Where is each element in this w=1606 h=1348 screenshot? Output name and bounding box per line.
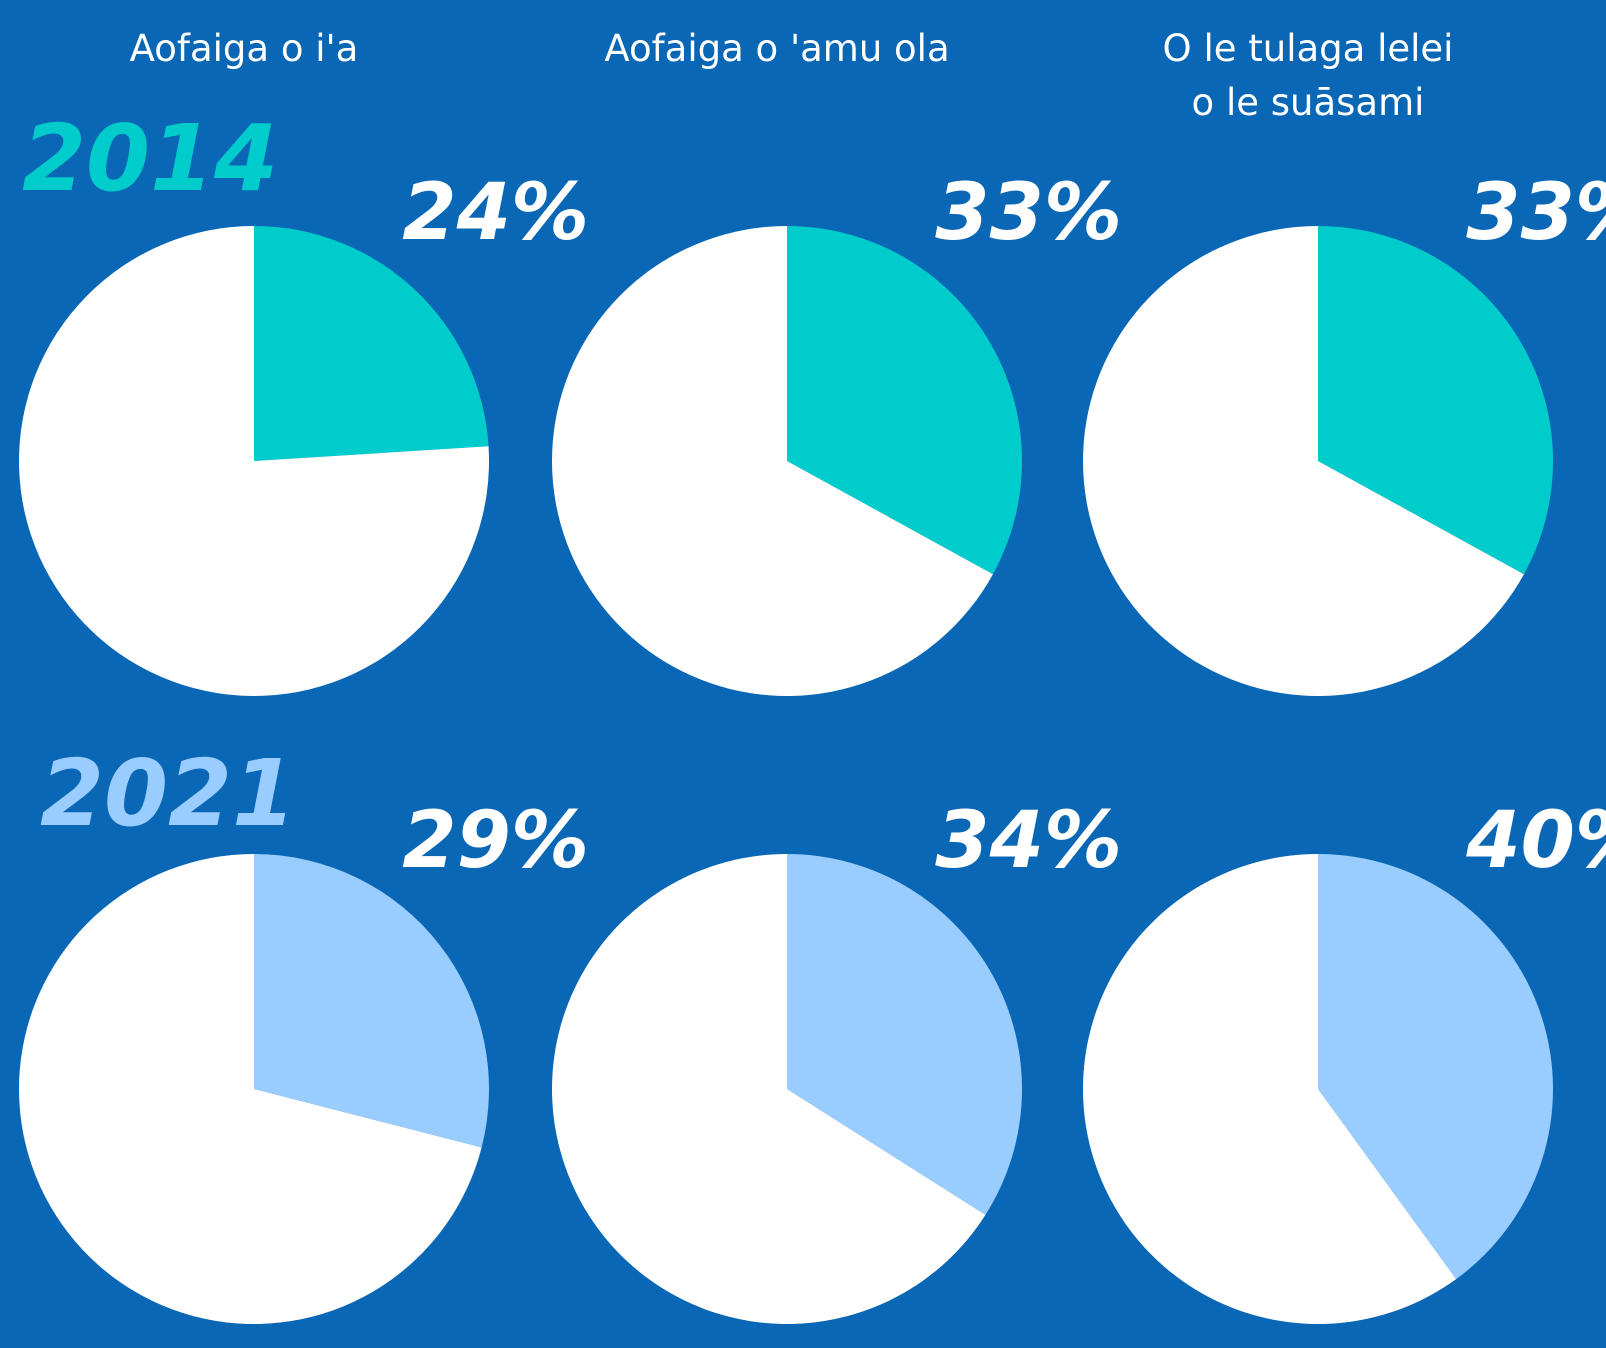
value-label: 33% [1466, 168, 1606, 258]
year-label: 2021 [40, 740, 297, 847]
pie-slice [1082, 853, 1457, 1325]
pie-slice [787, 854, 1022, 1215]
pie-slice [254, 854, 489, 1148]
pie-slice [551, 226, 993, 696]
pie-slice [787, 226, 1022, 575]
value-label: 33% [935, 168, 1122, 258]
value-label: 34% [935, 796, 1122, 886]
value-label: 40% [1466, 796, 1606, 886]
pie-slice [1318, 854, 1553, 1280]
pie-slice [551, 854, 986, 1324]
pie-slice [18, 226, 490, 696]
value-label: 29% [402, 796, 589, 886]
column-title: O le tulaga lelei o le suāsami [1162, 27, 1454, 124]
pie-slice [18, 854, 482, 1325]
year-label: 2014 [22, 105, 279, 212]
pie-slice [1318, 226, 1554, 575]
column-title: Aofaiga o i'a [129, 27, 359, 70]
value-label: 24% [402, 168, 589, 258]
column-title: Aofaiga o 'amu ola [604, 27, 950, 70]
pie-slice [254, 226, 489, 461]
pie-slice [1083, 226, 1524, 697]
